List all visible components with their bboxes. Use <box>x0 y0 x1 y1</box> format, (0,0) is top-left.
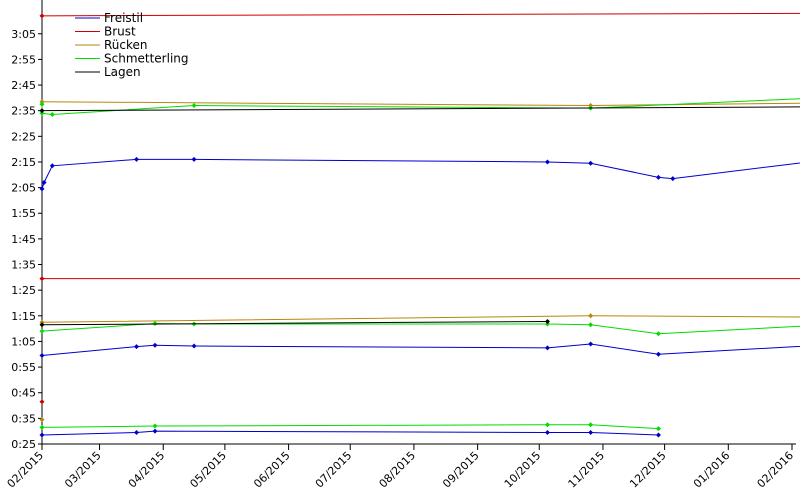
y-tick-label: 3:05 <box>11 28 36 41</box>
series-line <box>41 12 800 17</box>
data-point <box>134 344 140 350</box>
data-point <box>39 13 45 19</box>
data-point <box>39 399 45 405</box>
data-point <box>49 112 55 118</box>
data-point <box>134 156 140 162</box>
data-point <box>588 422 594 428</box>
data-point <box>588 429 594 435</box>
data-point <box>655 426 661 432</box>
y-tick-label: 0:35 <box>11 412 36 425</box>
y-tick-label: 0:25 <box>11 438 36 451</box>
y-tick-label: 1:15 <box>11 310 36 323</box>
data-point <box>191 103 197 109</box>
plot-area <box>39 12 800 438</box>
data-point <box>39 353 45 359</box>
legend-label: Rücken <box>104 38 148 52</box>
data-point <box>544 429 550 435</box>
data-point <box>39 108 45 114</box>
data-point <box>152 423 158 429</box>
data-point <box>39 432 45 438</box>
series-line <box>41 430 659 436</box>
y-tick-label: 0:55 <box>11 361 36 374</box>
data-point <box>39 276 45 282</box>
y-tick-label: 2:35 <box>11 105 36 118</box>
data-point <box>41 179 47 185</box>
data-point <box>544 159 550 165</box>
data-point <box>655 432 661 438</box>
series-freistil <box>39 156 800 438</box>
y-tick-label: 2:15 <box>11 156 36 169</box>
y-tick-label: 1:25 <box>11 284 36 297</box>
y-tick-label: 2:25 <box>11 130 36 143</box>
y-tick-label: 1:35 <box>11 259 36 272</box>
series-line <box>41 106 800 112</box>
series-line <box>41 320 548 326</box>
data-point <box>49 163 55 169</box>
data-point <box>152 428 158 434</box>
data-point <box>191 156 197 162</box>
data-point <box>544 321 550 327</box>
data-point <box>588 313 594 319</box>
data-point <box>588 160 594 166</box>
data-point <box>152 320 158 326</box>
y-tick-label: 1:05 <box>11 335 36 348</box>
data-point <box>39 424 45 430</box>
data-point <box>588 341 594 347</box>
legend-label: Freistil <box>104 11 143 25</box>
data-point <box>39 328 45 334</box>
data-point <box>152 342 158 348</box>
data-point <box>655 174 661 180</box>
series-line <box>41 158 800 190</box>
series-r-cken <box>39 99 800 423</box>
data-point <box>39 186 45 192</box>
y-tick-label: 2:05 <box>11 182 36 195</box>
data-point <box>39 322 45 328</box>
data-point <box>134 429 140 435</box>
data-point <box>544 422 550 428</box>
y-tick-label: 2:55 <box>11 53 36 66</box>
y-tick-label: 2:45 <box>11 79 36 92</box>
series-brust <box>39 12 800 405</box>
data-point <box>39 99 45 105</box>
series-line <box>41 343 800 357</box>
y-tick-label: 0:45 <box>11 387 36 400</box>
data-point <box>39 101 45 107</box>
data-point <box>655 351 661 357</box>
data-point <box>655 331 661 337</box>
data-point <box>588 103 594 109</box>
data-point <box>39 417 45 423</box>
data-point <box>588 322 594 328</box>
data-point <box>191 343 197 349</box>
y-tick-label: 1:55 <box>11 207 36 220</box>
data-point <box>39 110 45 116</box>
y-tick-label: 1:45 <box>11 233 36 246</box>
legend-label: Lagen <box>104 65 141 79</box>
series-lagen <box>39 106 800 328</box>
data-point <box>544 345 550 351</box>
legend-label: Schmetterling <box>104 52 189 66</box>
data-point <box>670 176 676 182</box>
data-point <box>544 318 550 324</box>
legend-label: Brust <box>104 25 136 39</box>
data-point <box>39 319 45 325</box>
